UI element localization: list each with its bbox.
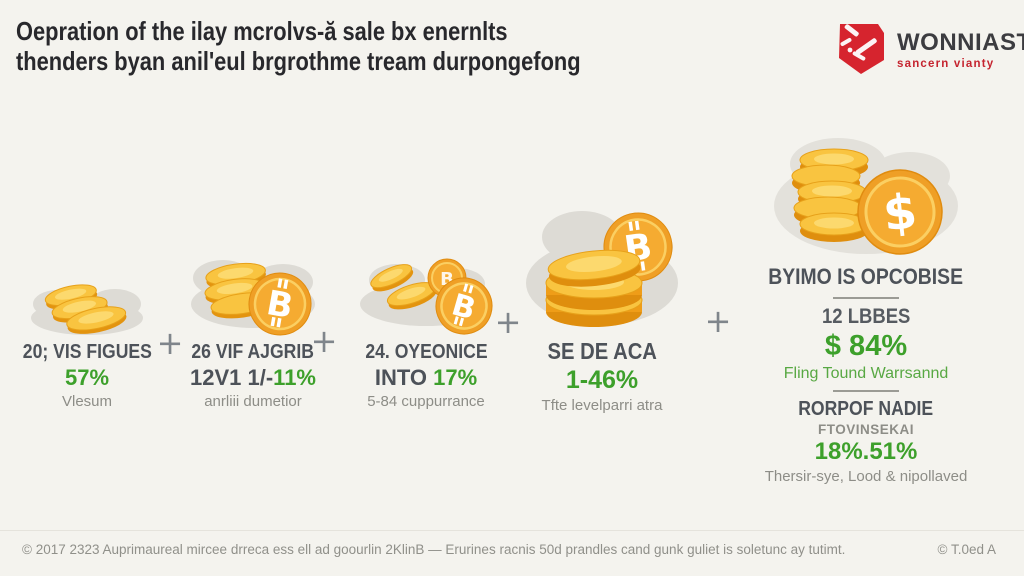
- result-note2: Thersir-sye, Lood & nipollaved: [764, 468, 968, 485]
- step-2-subtitle: anrliii dumetior: [204, 393, 302, 410]
- plus-separator-3: +: [494, 303, 522, 341]
- step-4-value: 1-46%: [565, 366, 639, 394]
- step-3: B B 24. OYEONICE INTO 17% 5-84 cuppurran…: [342, 252, 510, 410]
- brand-logo: WONNIAST sancern vianty: [834, 20, 1024, 81]
- result-panel: $ BYIMO IS OPCOBISE 12 LBBES $ 84% Fling…: [722, 134, 1010, 485]
- step-1-value: 57%: [64, 365, 110, 390]
- coin-stack-icon: [6, 274, 168, 336]
- divider: [833, 297, 899, 299]
- result-line1: 12 LBBES: [821, 305, 911, 328]
- plus-separator-1: +: [156, 324, 184, 362]
- footer: © 2017 2323 Auprimaureal mircee drreca e…: [0, 530, 1024, 576]
- step-2-value: 12V1 1/-11%: [190, 365, 316, 390]
- result-line2: RORPOF NADIE: [798, 398, 934, 420]
- result-note1: Fling Tound Warrsannd: [783, 365, 949, 382]
- step-3-value: INTO 17%: [374, 365, 478, 390]
- divider: [833, 390, 899, 392]
- plus-separator-2: +: [310, 322, 338, 360]
- step-1: 20; VIS FIGUES 57% Vlesum: [6, 274, 168, 410]
- page-title-line1: Oepration of the ilay mcrolvs-ă sale bx …: [16, 16, 508, 46]
- result-value1: $ 84%: [824, 330, 908, 362]
- footer-copyright: © 2017 2323 Auprimaureal mircee drreca e…: [22, 542, 846, 557]
- step-1-subtitle: Vlesum: [61, 393, 113, 410]
- tall-coin-stack-dollar-icon: $: [722, 134, 1010, 258]
- dollar-symbol: $: [881, 183, 920, 242]
- step-4-title: SE DE ACA: [547, 338, 657, 364]
- step-4: B: [512, 195, 692, 414]
- brand-tagline: sancern vianty: [897, 58, 995, 70]
- plus-separator-4: +: [704, 302, 732, 340]
- footer-note: © T.0ed A: [937, 542, 997, 557]
- result-panel-title: BYIMO IS OPCOBISE: [768, 264, 964, 289]
- brand-name: WONNIAST: [897, 29, 1024, 56]
- brand-logo-text: WONNIAST sancern vianty: [897, 29, 1024, 71]
- step-2: B 26 VIF AJGRIB 12V1 1/-11% anrliii dume…: [170, 246, 336, 410]
- step-4-subtitle: Tfte levelparri atra: [541, 397, 663, 414]
- bitcoin-coin-stack-icon: B: [170, 246, 336, 336]
- step-1-title: 20; VIS FIGUES: [22, 341, 152, 363]
- page-title-line2: thenders byan anil'eul brgrothme tream d…: [16, 46, 581, 77]
- step-2-title: 26 VIF AJGRIB: [191, 341, 315, 363]
- scattered-bitcoin-coins-icon: B B: [342, 252, 510, 336]
- page-title: Oepration of the ilay mcrolvs-ă sale bx …: [16, 16, 654, 76]
- result-line3: FTOVINSEKAI: [817, 422, 914, 437]
- step-3-subtitle: 5-84 cuppurrance: [367, 393, 485, 410]
- step-3-title: 24. OYEONICE: [364, 341, 488, 363]
- result-value2: 18%.51%: [814, 438, 918, 465]
- shield-icon: [834, 20, 888, 81]
- thick-coin-stack-bitcoin-icon: B: [512, 195, 692, 333]
